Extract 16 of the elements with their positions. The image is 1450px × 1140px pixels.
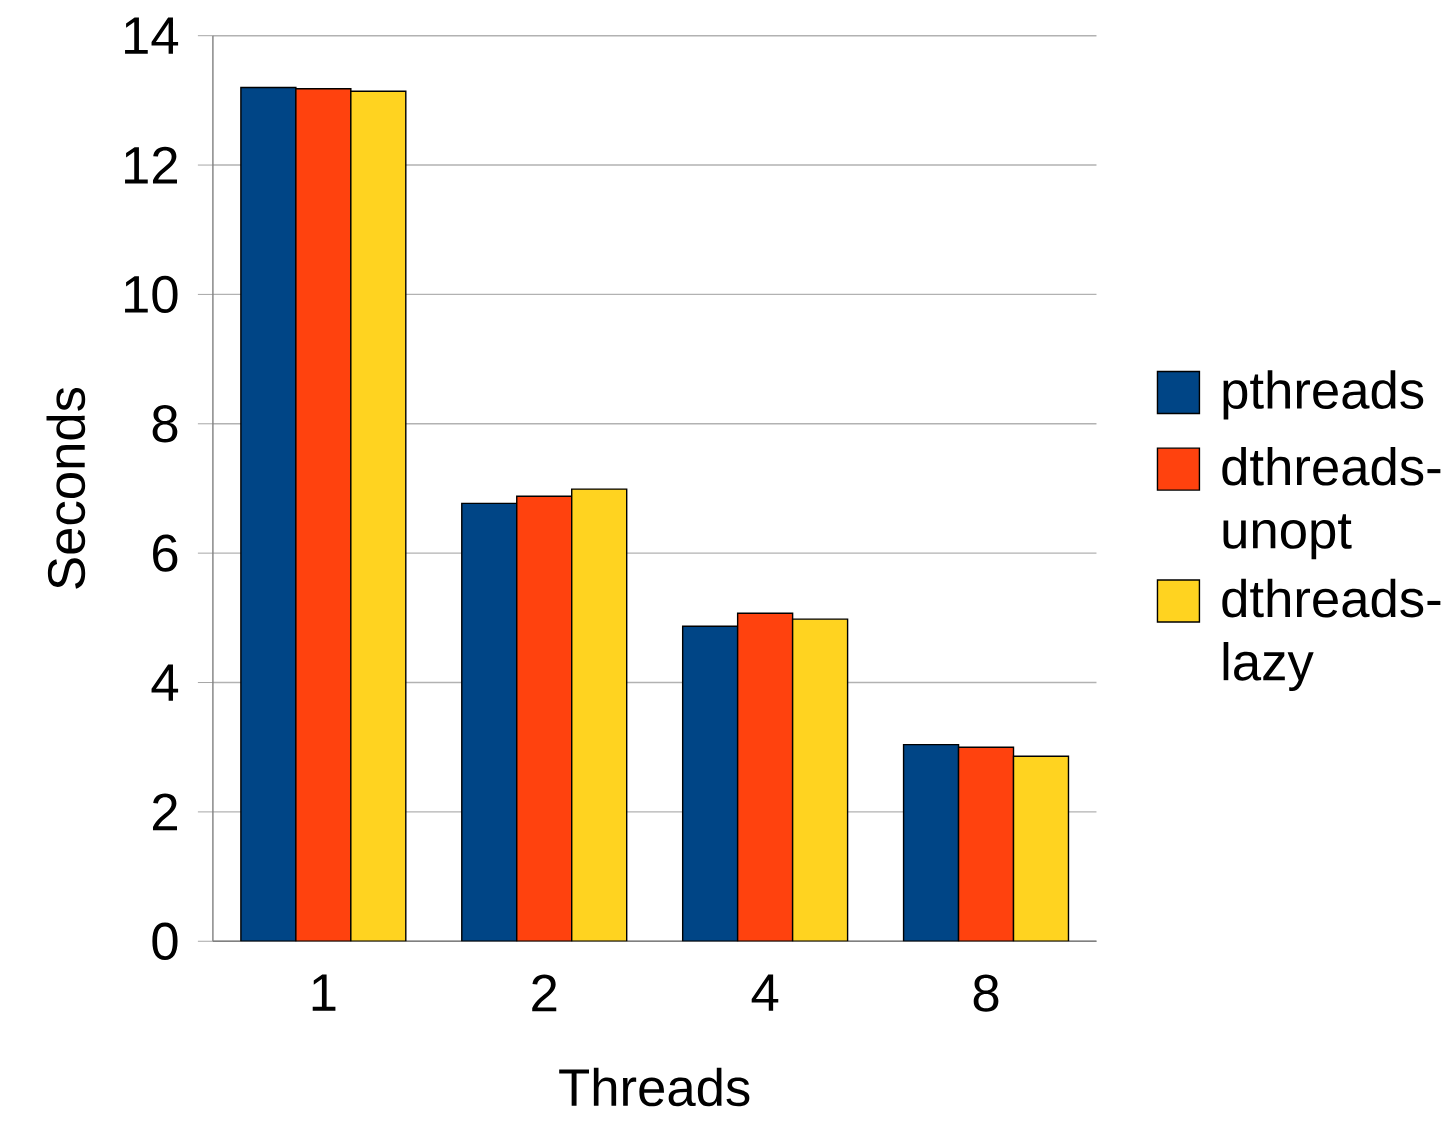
x-axis-title: Threads — [559, 1067, 750, 1107]
y-tick-label: 6 — [153, 534, 178, 572]
legend-label: pthreads — [1223, 370, 1424, 420]
y-axis-title: Seconds — [46, 387, 86, 589]
x-tick-label: 2 — [532, 974, 557, 1012]
x-tick-label: 1 — [312, 974, 336, 1011]
y-tick-label: 4 — [151, 664, 179, 701]
legend-label: dthreads-lazy — [1222, 578, 1441, 692]
y-tick-label: 14 — [125, 17, 179, 54]
y-tick-label: 0 — [152, 922, 178, 960]
x-tick-label: 8 — [973, 974, 999, 1012]
y-tick-label: 12 — [125, 146, 177, 184]
y-tick-label: 8 — [152, 405, 178, 443]
x-tick-label: 4 — [751, 974, 779, 1011]
y-tick-label: 10 — [125, 275, 178, 313]
y-tick-label: 2 — [152, 793, 177, 831]
